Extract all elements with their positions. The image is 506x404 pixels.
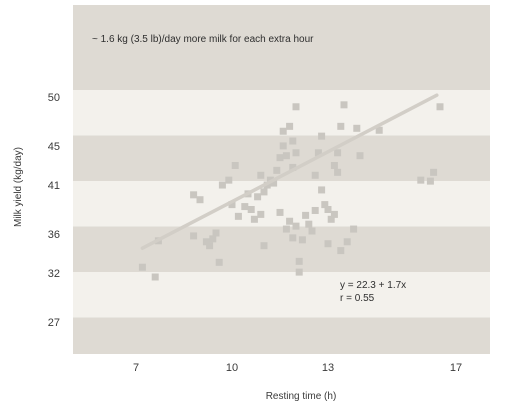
data-point (190, 191, 198, 199)
data-point (257, 171, 265, 179)
data-point (311, 206, 319, 214)
data-point (343, 238, 351, 246)
data-point (250, 215, 258, 223)
axis-ticks: 27 32 36 41 45 50 7 10 13 17 (48, 92, 462, 374)
data-point (330, 210, 338, 218)
y-axis-label: Milk yield (kg/day) (13, 147, 24, 227)
background-band (73, 272, 490, 318)
data-point (350, 225, 358, 233)
data-point (260, 242, 268, 250)
data-point (289, 137, 297, 145)
data-point (270, 179, 278, 187)
data-point (276, 154, 284, 162)
data-point (318, 132, 326, 140)
data-point (337, 122, 345, 130)
data-point (417, 176, 425, 184)
data-point (292, 222, 300, 230)
y-tick-label: 50 (48, 92, 60, 104)
data-point (289, 163, 297, 171)
data-point (279, 127, 287, 135)
data-point (311, 171, 319, 179)
data-point (260, 188, 268, 196)
data-point (282, 152, 290, 160)
data-point (314, 149, 322, 157)
data-point (340, 101, 348, 109)
data-point (330, 161, 338, 169)
equation-label: y = 22.3 + 1.7x (340, 280, 406, 291)
top-note: ~ 1.6 kg (3.5 lb)/day more milk for each… (92, 34, 314, 45)
background-band (73, 317, 490, 354)
regression-line (140, 93, 439, 250)
data-point (234, 212, 242, 220)
y-tick-label: 45 (48, 141, 60, 153)
data-point (292, 149, 300, 157)
data-point (190, 232, 198, 240)
data-point (276, 208, 284, 216)
regression-line-group (140, 93, 439, 250)
data-point (228, 201, 236, 209)
data-point (286, 217, 294, 225)
data-point (292, 103, 300, 111)
data-point (321, 201, 329, 209)
data-point (324, 206, 332, 213)
data-point (430, 168, 438, 176)
data-point (218, 181, 226, 189)
data-point (308, 227, 316, 235)
data-point (254, 193, 262, 201)
data-point (215, 258, 223, 266)
data-point (324, 240, 332, 248)
data-point (209, 235, 217, 243)
data-point (436, 103, 444, 111)
data-point (247, 206, 255, 213)
header-band (73, 5, 490, 90)
data-point (257, 210, 265, 218)
data-point (298, 236, 306, 244)
y-tick-label: 41 (48, 180, 60, 192)
data-point (295, 257, 303, 265)
data-point (202, 238, 210, 246)
data-point (353, 124, 361, 132)
data-point (356, 152, 364, 160)
data-point (302, 211, 310, 219)
data-point (305, 220, 313, 228)
r-value-label: r = 0.55 (340, 293, 375, 304)
data-point (241, 203, 249, 211)
data-point (295, 268, 303, 276)
data-point (375, 126, 383, 134)
data-point (337, 247, 345, 255)
x-axis-label: Resting time (h) (266, 391, 337, 402)
data-point (334, 149, 342, 157)
data-point (318, 186, 326, 194)
data-point (206, 242, 214, 250)
data-point (212, 229, 220, 237)
background-band (73, 181, 490, 227)
x-tick-label: 17 (450, 362, 462, 374)
y-tick-label: 36 (48, 229, 60, 241)
data-point (426, 177, 434, 185)
x-tick-label: 13 (322, 362, 334, 374)
data-point (282, 225, 290, 233)
data-point (334, 168, 342, 176)
data-point (151, 273, 159, 281)
data-point (279, 142, 287, 150)
y-tick-label: 27 (48, 317, 60, 329)
data-point (286, 122, 294, 130)
data-point (225, 176, 233, 184)
data-point (289, 234, 297, 242)
data-point (273, 166, 281, 174)
data-point (327, 215, 335, 223)
x-tick-label: 7 (133, 362, 139, 374)
data-point (196, 196, 204, 204)
data-point (231, 161, 239, 169)
background-band (73, 226, 490, 272)
x-tick-label: 10 (226, 362, 238, 374)
data-point (138, 263, 146, 271)
y-tick-label: 32 (48, 268, 60, 280)
